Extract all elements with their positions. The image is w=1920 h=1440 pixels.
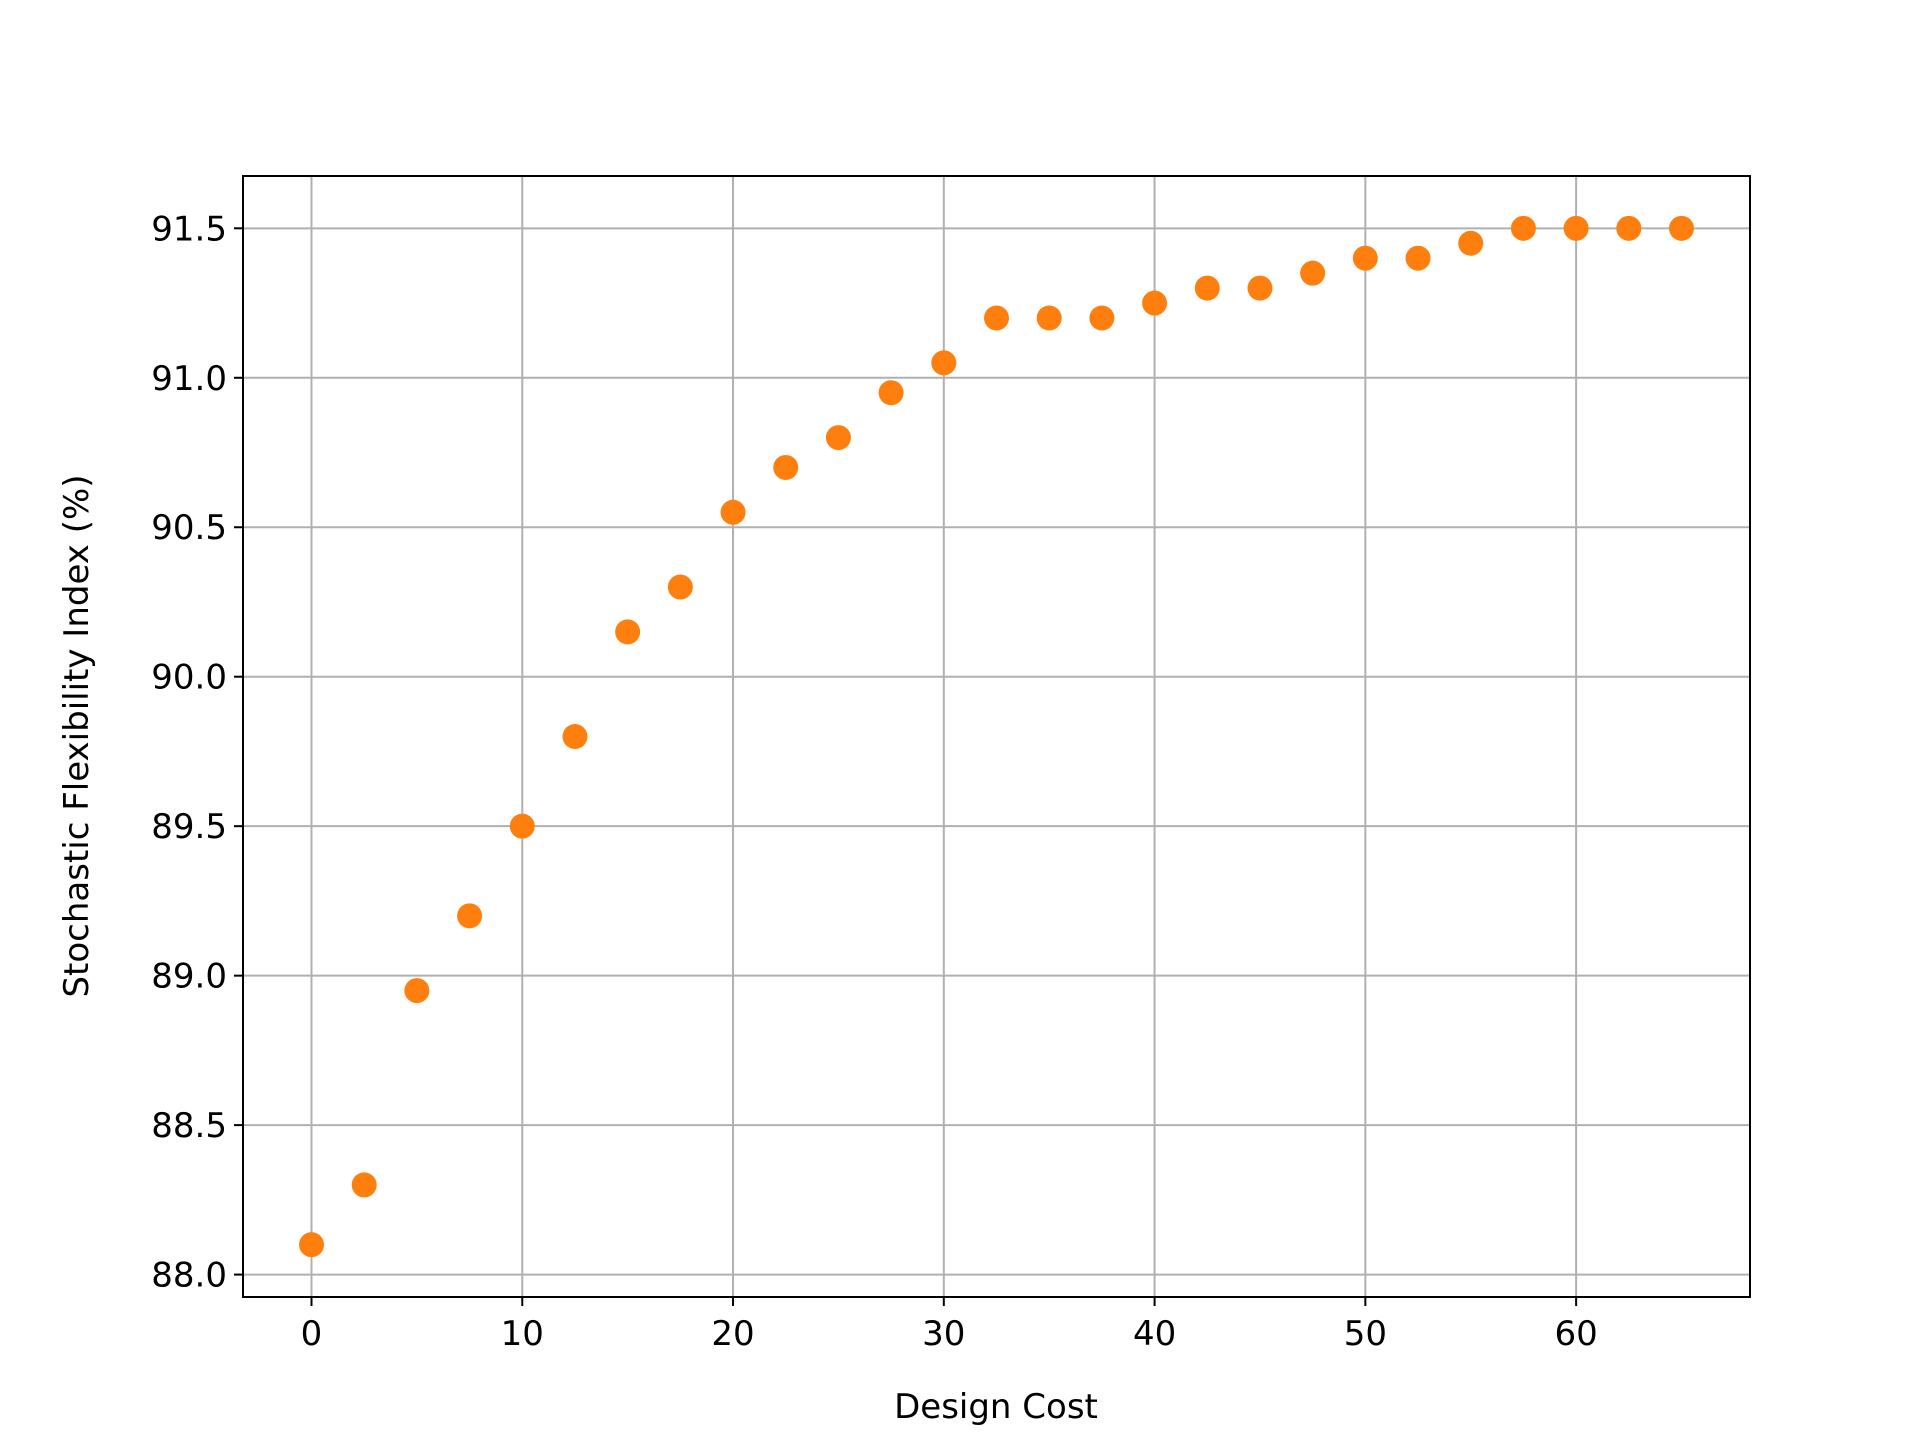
y-tick-label: 91.5 xyxy=(151,209,227,249)
point xyxy=(1089,305,1115,331)
y-tick-label: 90.5 xyxy=(151,508,227,548)
point xyxy=(1352,245,1378,271)
x-tick-label: 60 xyxy=(1554,1314,1597,1354)
point xyxy=(351,1172,377,1198)
y-tick-label: 88.5 xyxy=(151,1106,227,1146)
y-tick-label: 88.0 xyxy=(151,1256,227,1296)
point xyxy=(931,350,957,376)
x-tick-label: 30 xyxy=(922,1314,965,1354)
x-tick-label: 10 xyxy=(501,1314,544,1354)
y-tick-label: 89.5 xyxy=(151,807,227,847)
point xyxy=(1036,305,1062,331)
y-tick-label: 89.0 xyxy=(151,957,227,997)
point xyxy=(1616,215,1642,241)
x-tick-label: 50 xyxy=(1344,1314,1387,1354)
point xyxy=(1194,275,1220,301)
x-axis-label: Design Cost xyxy=(894,1387,1098,1427)
y-tick-label: 91.0 xyxy=(151,359,227,399)
x-tick-label: 0 xyxy=(301,1314,323,1354)
point xyxy=(984,305,1009,331)
point xyxy=(1300,260,1326,286)
point xyxy=(1563,215,1589,241)
point xyxy=(1458,230,1484,256)
point xyxy=(299,1232,324,1258)
x-tick-label: 20 xyxy=(711,1314,754,1354)
point xyxy=(878,380,904,406)
point xyxy=(667,574,693,600)
plot-frame xyxy=(242,175,1751,1298)
point xyxy=(1405,245,1431,271)
point xyxy=(720,499,746,525)
point xyxy=(615,619,641,645)
point xyxy=(825,425,851,451)
y-tick-label: 90.0 xyxy=(151,658,227,698)
point xyxy=(1510,215,1536,241)
point xyxy=(457,903,483,929)
point xyxy=(562,724,588,749)
point xyxy=(1247,275,1273,301)
point xyxy=(509,813,535,839)
y-axis-label: Stochastic Flexibility Index (%) xyxy=(57,474,97,997)
point xyxy=(1142,290,1168,316)
point xyxy=(404,978,430,1004)
point xyxy=(1669,215,1694,241)
x-tick-label: 40 xyxy=(1133,1314,1176,1354)
point xyxy=(773,454,799,480)
